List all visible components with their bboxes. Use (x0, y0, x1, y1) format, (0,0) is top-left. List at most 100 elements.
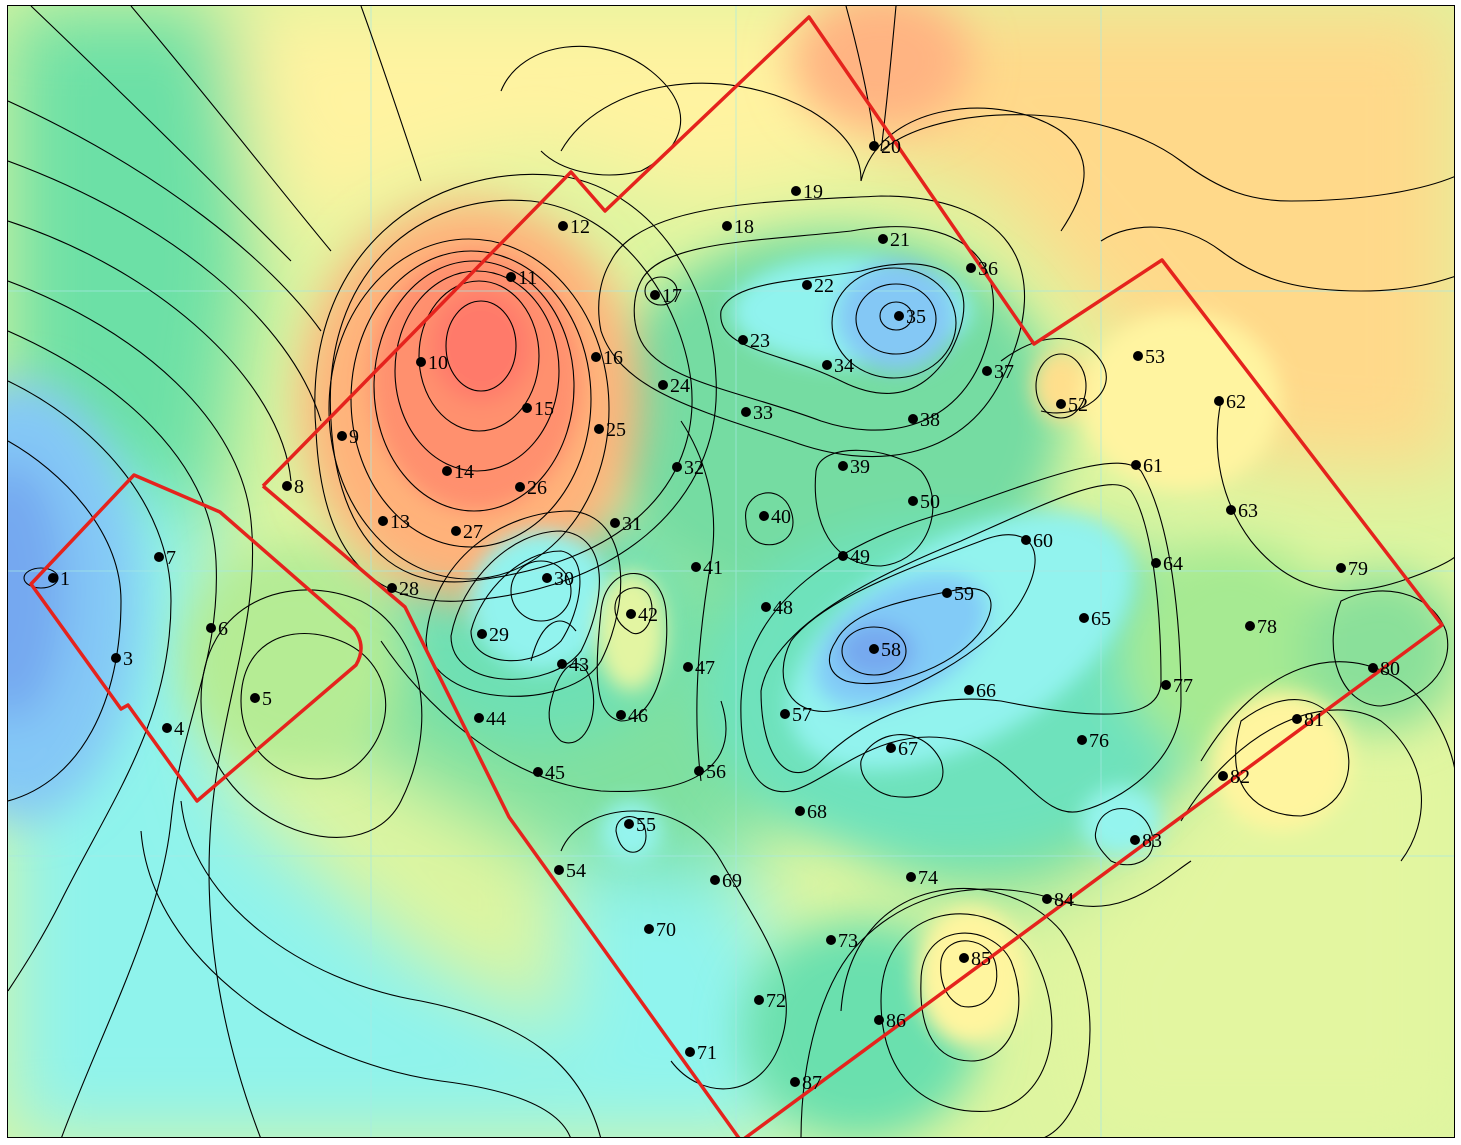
well-dot (416, 357, 426, 367)
well-marker: 81 (1292, 709, 1324, 731)
yellow-spot-85 (916, 906, 1026, 1046)
well-dot (387, 583, 397, 593)
well-label: 85 (971, 948, 991, 970)
well-dot (894, 311, 904, 321)
well-dot (908, 414, 918, 424)
well-label: 16 (603, 347, 623, 369)
well-marker: 69 (710, 870, 742, 892)
region-north-east-orange (831, 6, 1454, 471)
boundary-west (29, 473, 363, 803)
well-label: 81 (1304, 709, 1324, 731)
well-marker: 43 (557, 654, 589, 676)
well-marker: 49 (838, 546, 870, 568)
well-dot (1214, 396, 1224, 406)
well-dot (802, 280, 812, 290)
well-dot (337, 431, 347, 441)
well-marker: 72 (754, 990, 786, 1012)
well-marker: 11 (506, 267, 537, 289)
well-dot (838, 551, 848, 561)
well-dot (878, 234, 888, 244)
well-dot (626, 609, 636, 619)
well-dot (672, 462, 682, 472)
well-label: 63 (1238, 500, 1258, 522)
well-marker: 3 (111, 648, 133, 670)
well-marker: 66 (964, 680, 996, 702)
well-label: 6 (218, 618, 228, 640)
wells-layer: 1345678910111213141516171819202122232425… (48, 136, 1400, 1094)
well-marker: 70 (644, 919, 676, 941)
well-marker: 53 (1133, 346, 1165, 368)
well-marker: 22 (802, 275, 834, 297)
well-marker: 41 (691, 557, 723, 579)
well-marker: 60 (1021, 530, 1053, 552)
well-dot (683, 662, 693, 672)
well-marker: 21 (878, 229, 910, 251)
well-dot (791, 186, 801, 196)
yellow-spot-62 (1081, 311, 1281, 491)
well-marker: 71 (685, 1042, 717, 1064)
well-label: 70 (656, 919, 676, 941)
well-marker: 7 (154, 547, 176, 569)
well-label: 35 (906, 306, 926, 328)
well-label: 61 (1143, 455, 1163, 477)
well-marker: 15 (522, 398, 554, 420)
grid (8, 6, 1454, 1137)
well-label: 74 (918, 867, 938, 889)
well-label: 38 (920, 409, 940, 431)
well-label: 40 (771, 506, 791, 528)
well-label: 78 (1257, 616, 1277, 638)
well-label: 65 (1091, 608, 1111, 630)
well-dot (741, 407, 751, 417)
well-dot (826, 935, 836, 945)
region-south-center-cyan (561, 821, 801, 1137)
well-dot (790, 1077, 800, 1087)
well-dot (691, 562, 701, 572)
well-marker: 61 (1131, 455, 1163, 477)
well-marker: 74 (906, 867, 938, 889)
well-dot (869, 141, 879, 151)
well-marker: 87 (790, 1072, 822, 1094)
well-label: 69 (722, 870, 742, 892)
well-dot (869, 644, 879, 654)
well-label: 87 (802, 1072, 822, 1094)
color-field: 1345678910111213141516171819202122232425… (8, 6, 1454, 1137)
well-dot (964, 685, 974, 695)
well-dot (533, 767, 543, 777)
well-label: 54 (566, 860, 586, 882)
well-label: 39 (850, 456, 870, 478)
well-dot (722, 221, 732, 231)
well-marker: 79 (1336, 558, 1368, 580)
well-label: 46 (628, 705, 648, 727)
well-marker: 12 (558, 216, 590, 238)
well-label: 25 (606, 419, 626, 441)
well-label: 22 (814, 275, 834, 297)
well-marker: 78 (1245, 616, 1277, 638)
well-label: 58 (881, 639, 901, 661)
well-label: 5 (262, 688, 272, 710)
well-label: 34 (834, 355, 854, 377)
cool-spot-55 (601, 801, 661, 861)
well-marker: 58 (869, 639, 901, 661)
well-label: 29 (489, 624, 509, 646)
well-marker: 62 (1214, 391, 1246, 413)
well-dot (761, 602, 771, 612)
well-marker: 32 (672, 457, 704, 479)
well-label: 43 (569, 654, 589, 676)
well-dot (1245, 621, 1255, 631)
well-dot (554, 865, 564, 875)
well-dot (610, 518, 620, 528)
well-marker: 8 (282, 476, 304, 498)
well-dot (594, 424, 604, 434)
contour-lines (8, 6, 1454, 1137)
well-label: 72 (766, 990, 786, 1012)
well-label: 52 (1068, 394, 1088, 416)
boundary-lines (29, 15, 1444, 1137)
well-label: 84 (1054, 889, 1074, 911)
well-dot (738, 335, 748, 345)
well-dot (250, 693, 260, 703)
well-marker: 40 (759, 506, 791, 528)
well-marker: 56 (694, 761, 726, 783)
well-dot (522, 403, 532, 413)
well-label: 79 (1348, 558, 1368, 580)
well-dot (644, 924, 654, 934)
